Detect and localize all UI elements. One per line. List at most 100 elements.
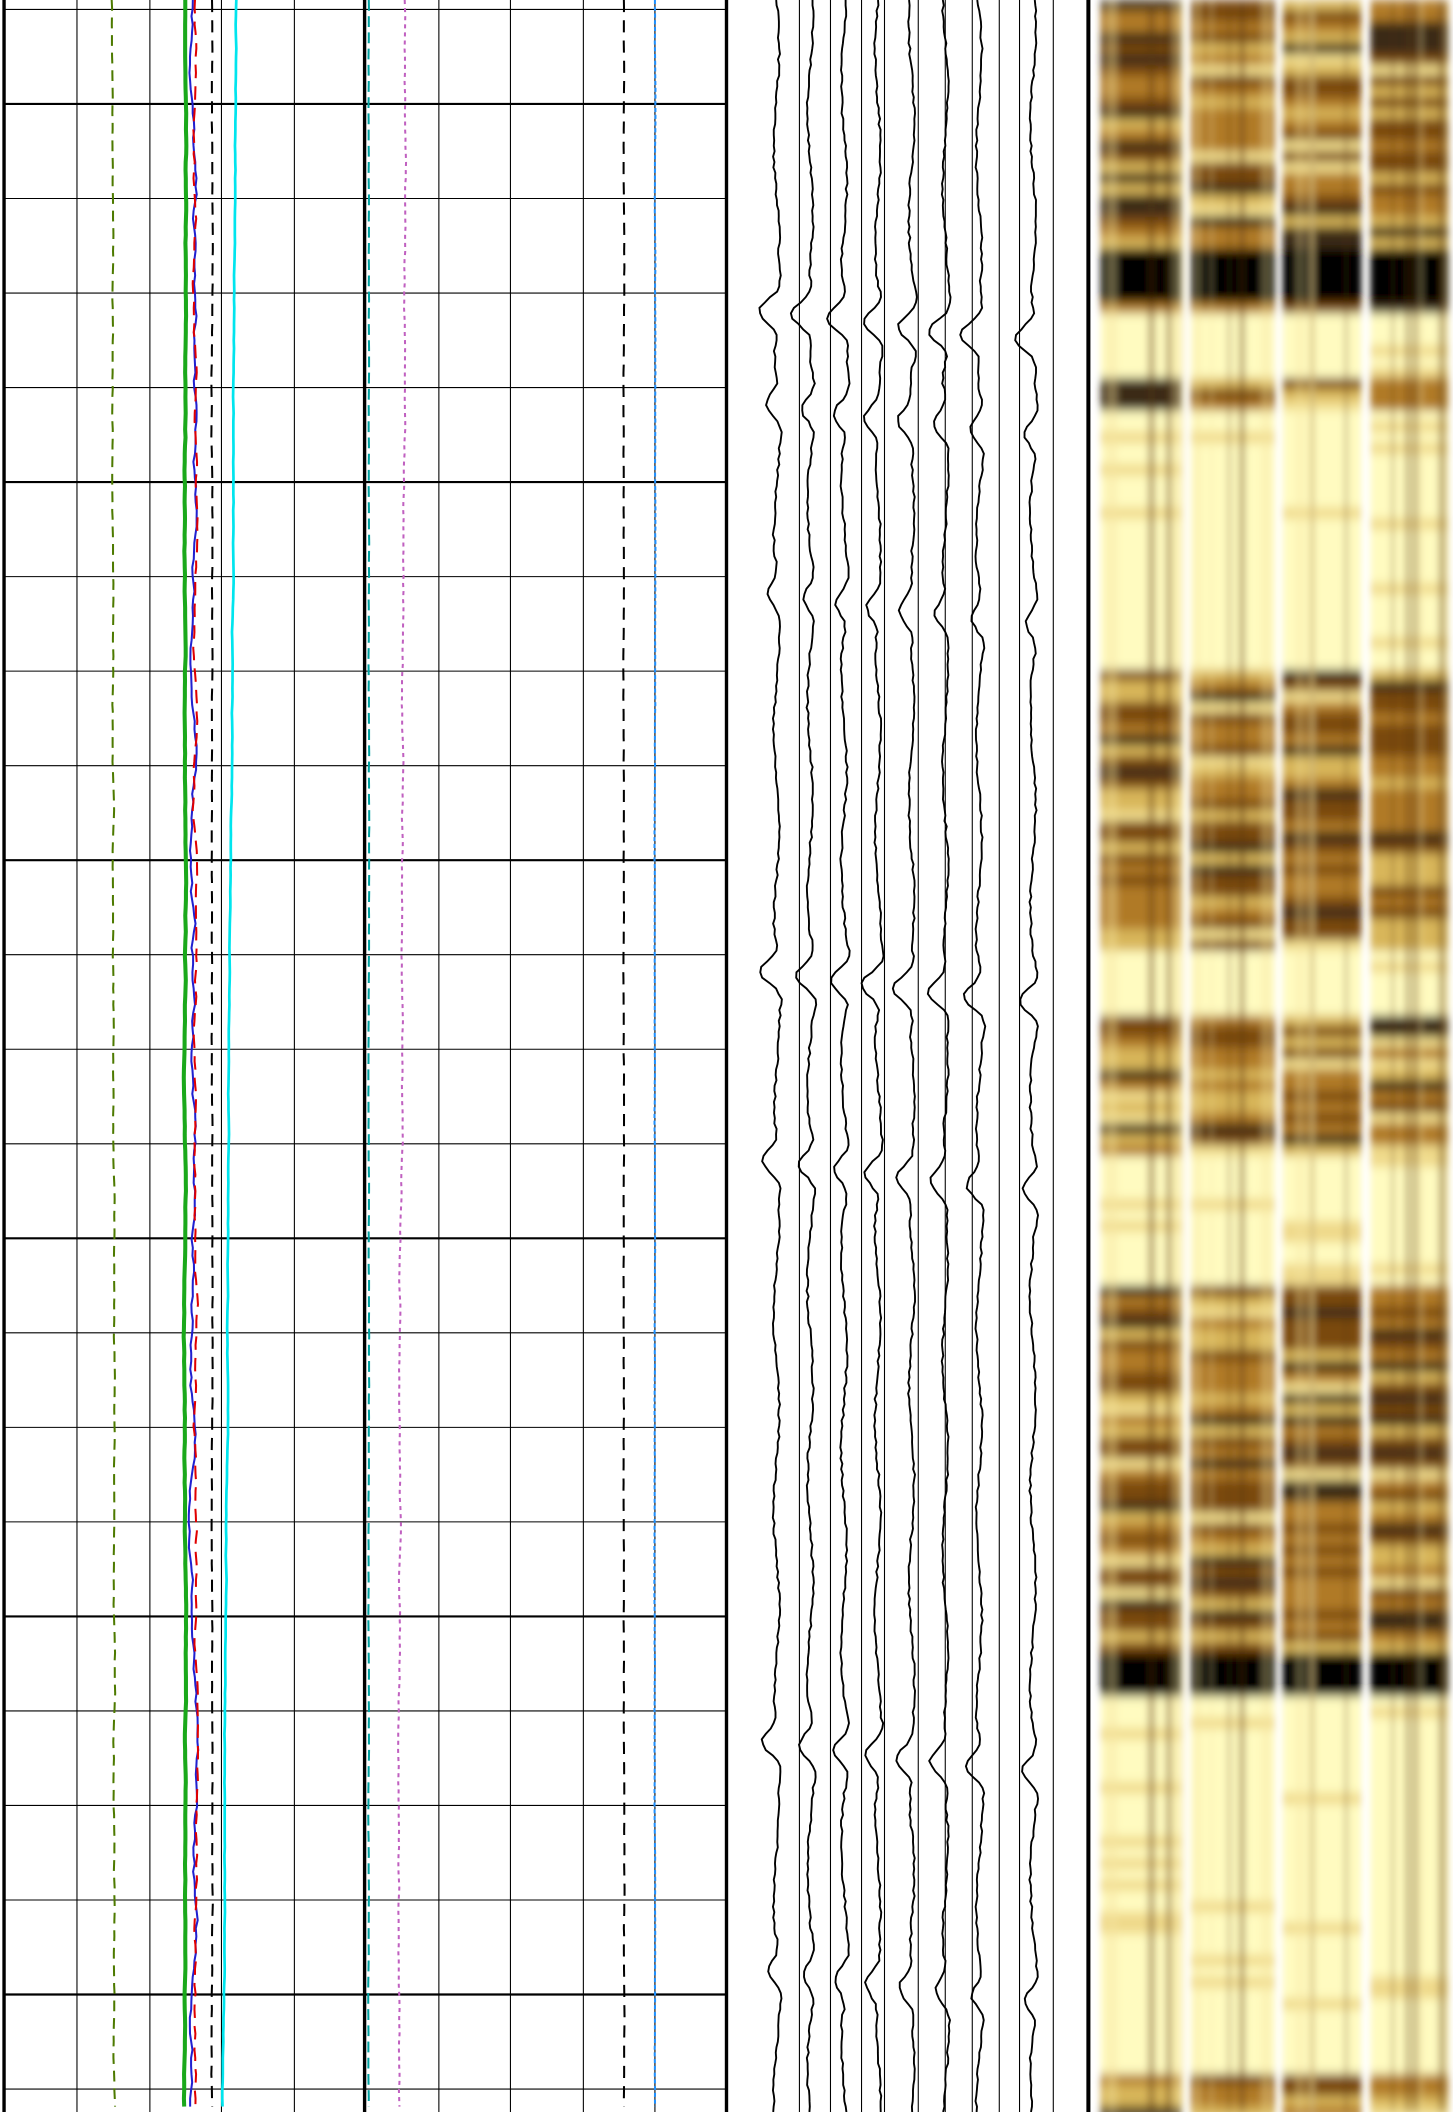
image-band [1100,1199,1182,1212]
image-band [1100,680,1182,693]
image-band [1282,1847,1362,1860]
image-streak [1261,0,1264,2112]
image-band [1282,1231,1362,1244]
image-streak [1404,0,1411,2112]
image-band [1282,1922,1362,1936]
image-band [1100,821,1182,834]
image-band [1100,756,1182,769]
image-band [1282,637,1362,650]
image-band [1100,1123,1182,1136]
image-band [1100,129,1182,142]
image-band [1100,2095,1182,2108]
image-band [1282,248,1362,261]
image-band [1100,140,1182,153]
image-band [1282,226,1362,240]
image-band [1282,1804,1362,1817]
image-band [1100,486,1182,499]
image-band [1191,2106,1275,2112]
image-band [1100,1426,1182,1439]
image-band [1100,1760,1182,1774]
image-band [1282,1458,1362,1471]
image-band [1100,1091,1182,1104]
image-band [1282,475,1362,488]
image-band [1282,972,1362,985]
image-band [1100,939,1182,953]
curves [110,0,657,2107]
image-band [1100,896,1182,909]
image-band [1282,172,1362,186]
image-band [1282,1987,1362,2000]
image-band [1100,1663,1182,1676]
image-band [1100,367,1182,380]
image-band [1100,1166,1182,1179]
image-band [1100,799,1182,812]
image-band [1100,313,1182,326]
image-band [1282,896,1362,909]
image-streak [1419,0,1424,2112]
image-band [1100,21,1182,34]
image-band [1100,2063,1182,2076]
waveforms [758,0,1040,2112]
image-band [1100,248,1182,261]
image-band [1100,1739,1182,1752]
image-band [1282,1685,1362,1698]
image-band [1282,615,1362,628]
image-band [1282,1782,1362,1795]
image-band [1282,378,1362,391]
image-band [1100,1350,1182,1363]
image-band [1282,1706,1362,1720]
image-band [1282,1469,1362,1482]
image-band [1282,21,1362,34]
image-band [1100,0,1182,13]
image-band [1100,777,1182,790]
image-band [1100,983,1182,996]
image-band [1100,2074,1182,2087]
image-streak [1105,0,1113,2112]
image-band [1100,1836,1182,1849]
image-band [1100,745,1182,758]
image-band [1282,983,1362,996]
image-band [1282,1598,1362,1612]
image-band [1100,1804,1182,1817]
image-band [1282,907,1362,920]
image-band [1100,1577,1182,1590]
image-band [1100,885,1182,899]
image-band [1100,162,1182,175]
image-band [1100,1696,1182,1709]
image-band [1282,1112,1362,1125]
image-band [1100,1285,1182,1298]
image-band [1100,1101,1182,1115]
image-band [1282,1652,1362,1666]
image-band [1100,615,1182,628]
image-band [1282,929,1362,942]
image-band [1100,907,1182,920]
image-band [1100,669,1182,682]
image-band [1282,1426,1362,1439]
image-band [1100,205,1182,218]
image-streak [1295,0,1301,2112]
image-band [1100,280,1182,294]
image-band [1100,1879,1182,1892]
image-band [1282,550,1362,564]
image-band [1100,183,1182,196]
image-band [1100,1944,1182,1957]
image-band [1282,1717,1362,1730]
image-band [1100,1393,1182,1406]
image-band [1282,1047,1362,1061]
image-band [1100,1771,1182,1784]
image-band [1282,518,1362,531]
image-band [1282,32,1362,45]
image-band [1282,648,1362,661]
image-band [1100,1361,1182,1374]
image-band [1282,324,1362,337]
image-band [1100,1080,1182,1093]
image-band [1100,658,1182,672]
image-band [1100,421,1182,434]
image-band [1100,1976,1182,1990]
image-band [1282,194,1362,207]
image-band [1282,864,1362,877]
image-band [1100,97,1182,110]
image-band [1100,1998,1182,2011]
image-band [1282,799,1362,812]
image-band [1282,237,1362,250]
